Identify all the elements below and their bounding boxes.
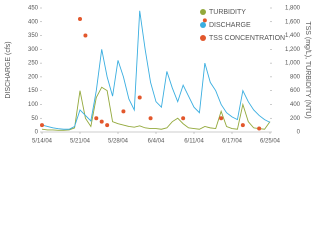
legend-label: DISCHARGE bbox=[209, 22, 251, 29]
y2-tick-label: 200 bbox=[290, 116, 301, 122]
x-tick-label: 6/4/04 bbox=[148, 139, 165, 145]
y2-tick-label: 1,600 bbox=[285, 19, 301, 25]
tss-point bbox=[219, 116, 224, 121]
tss-point bbox=[83, 33, 88, 38]
x-tick-label: 5/28/04 bbox=[108, 139, 129, 145]
y2-tick-label: 800 bbox=[290, 74, 301, 80]
y-tick-label: 50 bbox=[31, 116, 38, 122]
y-tick-label: 350 bbox=[28, 33, 39, 39]
tss-point bbox=[99, 119, 104, 124]
y2-tick-label: 1,200 bbox=[285, 47, 301, 53]
y2-tick-label: 0 bbox=[297, 130, 301, 136]
y2-axis-title: TSS (mg/L), TURBIDITY (NTU) bbox=[304, 21, 311, 118]
tss-point bbox=[240, 123, 245, 128]
x-tick-label: 5/14/04 bbox=[32, 139, 53, 145]
tss-point bbox=[94, 116, 99, 121]
tss-point bbox=[78, 17, 82, 22]
legend-marker bbox=[200, 35, 206, 41]
x-tick-label: 6/11/04 bbox=[184, 139, 204, 145]
x-tick-label: 6/17/04 bbox=[222, 139, 243, 145]
y2-tick-label: 1,800 bbox=[285, 6, 301, 12]
series-line bbox=[41, 10, 271, 130]
tss-point bbox=[105, 123, 110, 128]
y-tick-label: 250 bbox=[28, 61, 39, 67]
legend-label: TSS CONCENTRATION bbox=[209, 35, 285, 42]
legend-label: TURBIDITY bbox=[209, 9, 246, 16]
y-tick-label: 0 bbox=[35, 130, 39, 136]
y-tick-label: 300 bbox=[28, 47, 39, 53]
y-tick-label: 100 bbox=[28, 102, 39, 108]
series-line bbox=[41, 86, 271, 131]
x-tick-label: 5/21/04 bbox=[70, 139, 91, 145]
y-tick-label: 400 bbox=[28, 19, 39, 25]
tss-point bbox=[148, 116, 153, 121]
y2-tick-label: 1,400 bbox=[285, 33, 301, 39]
tss-point bbox=[40, 123, 44, 128]
y2-tick-label: 400 bbox=[290, 102, 301, 108]
y-tick-label: 150 bbox=[28, 88, 39, 94]
y-axis-title: DISCHARGE (cfs) bbox=[5, 41, 12, 98]
x-tick-label: 6/25/04 bbox=[260, 139, 281, 145]
tss-point bbox=[121, 109, 126, 114]
y2-tick-label: 600 bbox=[290, 88, 301, 94]
chart: DISCHARGE (cfs) TSS (mg/L), TURBIDITY (N… bbox=[5, 6, 311, 145]
legend-marker bbox=[200, 9, 206, 15]
tss-point bbox=[137, 95, 142, 100]
tss-point bbox=[181, 116, 186, 121]
y-tick-label: 450 bbox=[28, 6, 39, 12]
y-tick-label: 200 bbox=[28, 74, 39, 80]
legend-marker bbox=[200, 22, 206, 28]
tss-point bbox=[202, 18, 207, 23]
y2-tick-label: 1,000 bbox=[285, 61, 301, 67]
tss-point bbox=[257, 126, 262, 131]
